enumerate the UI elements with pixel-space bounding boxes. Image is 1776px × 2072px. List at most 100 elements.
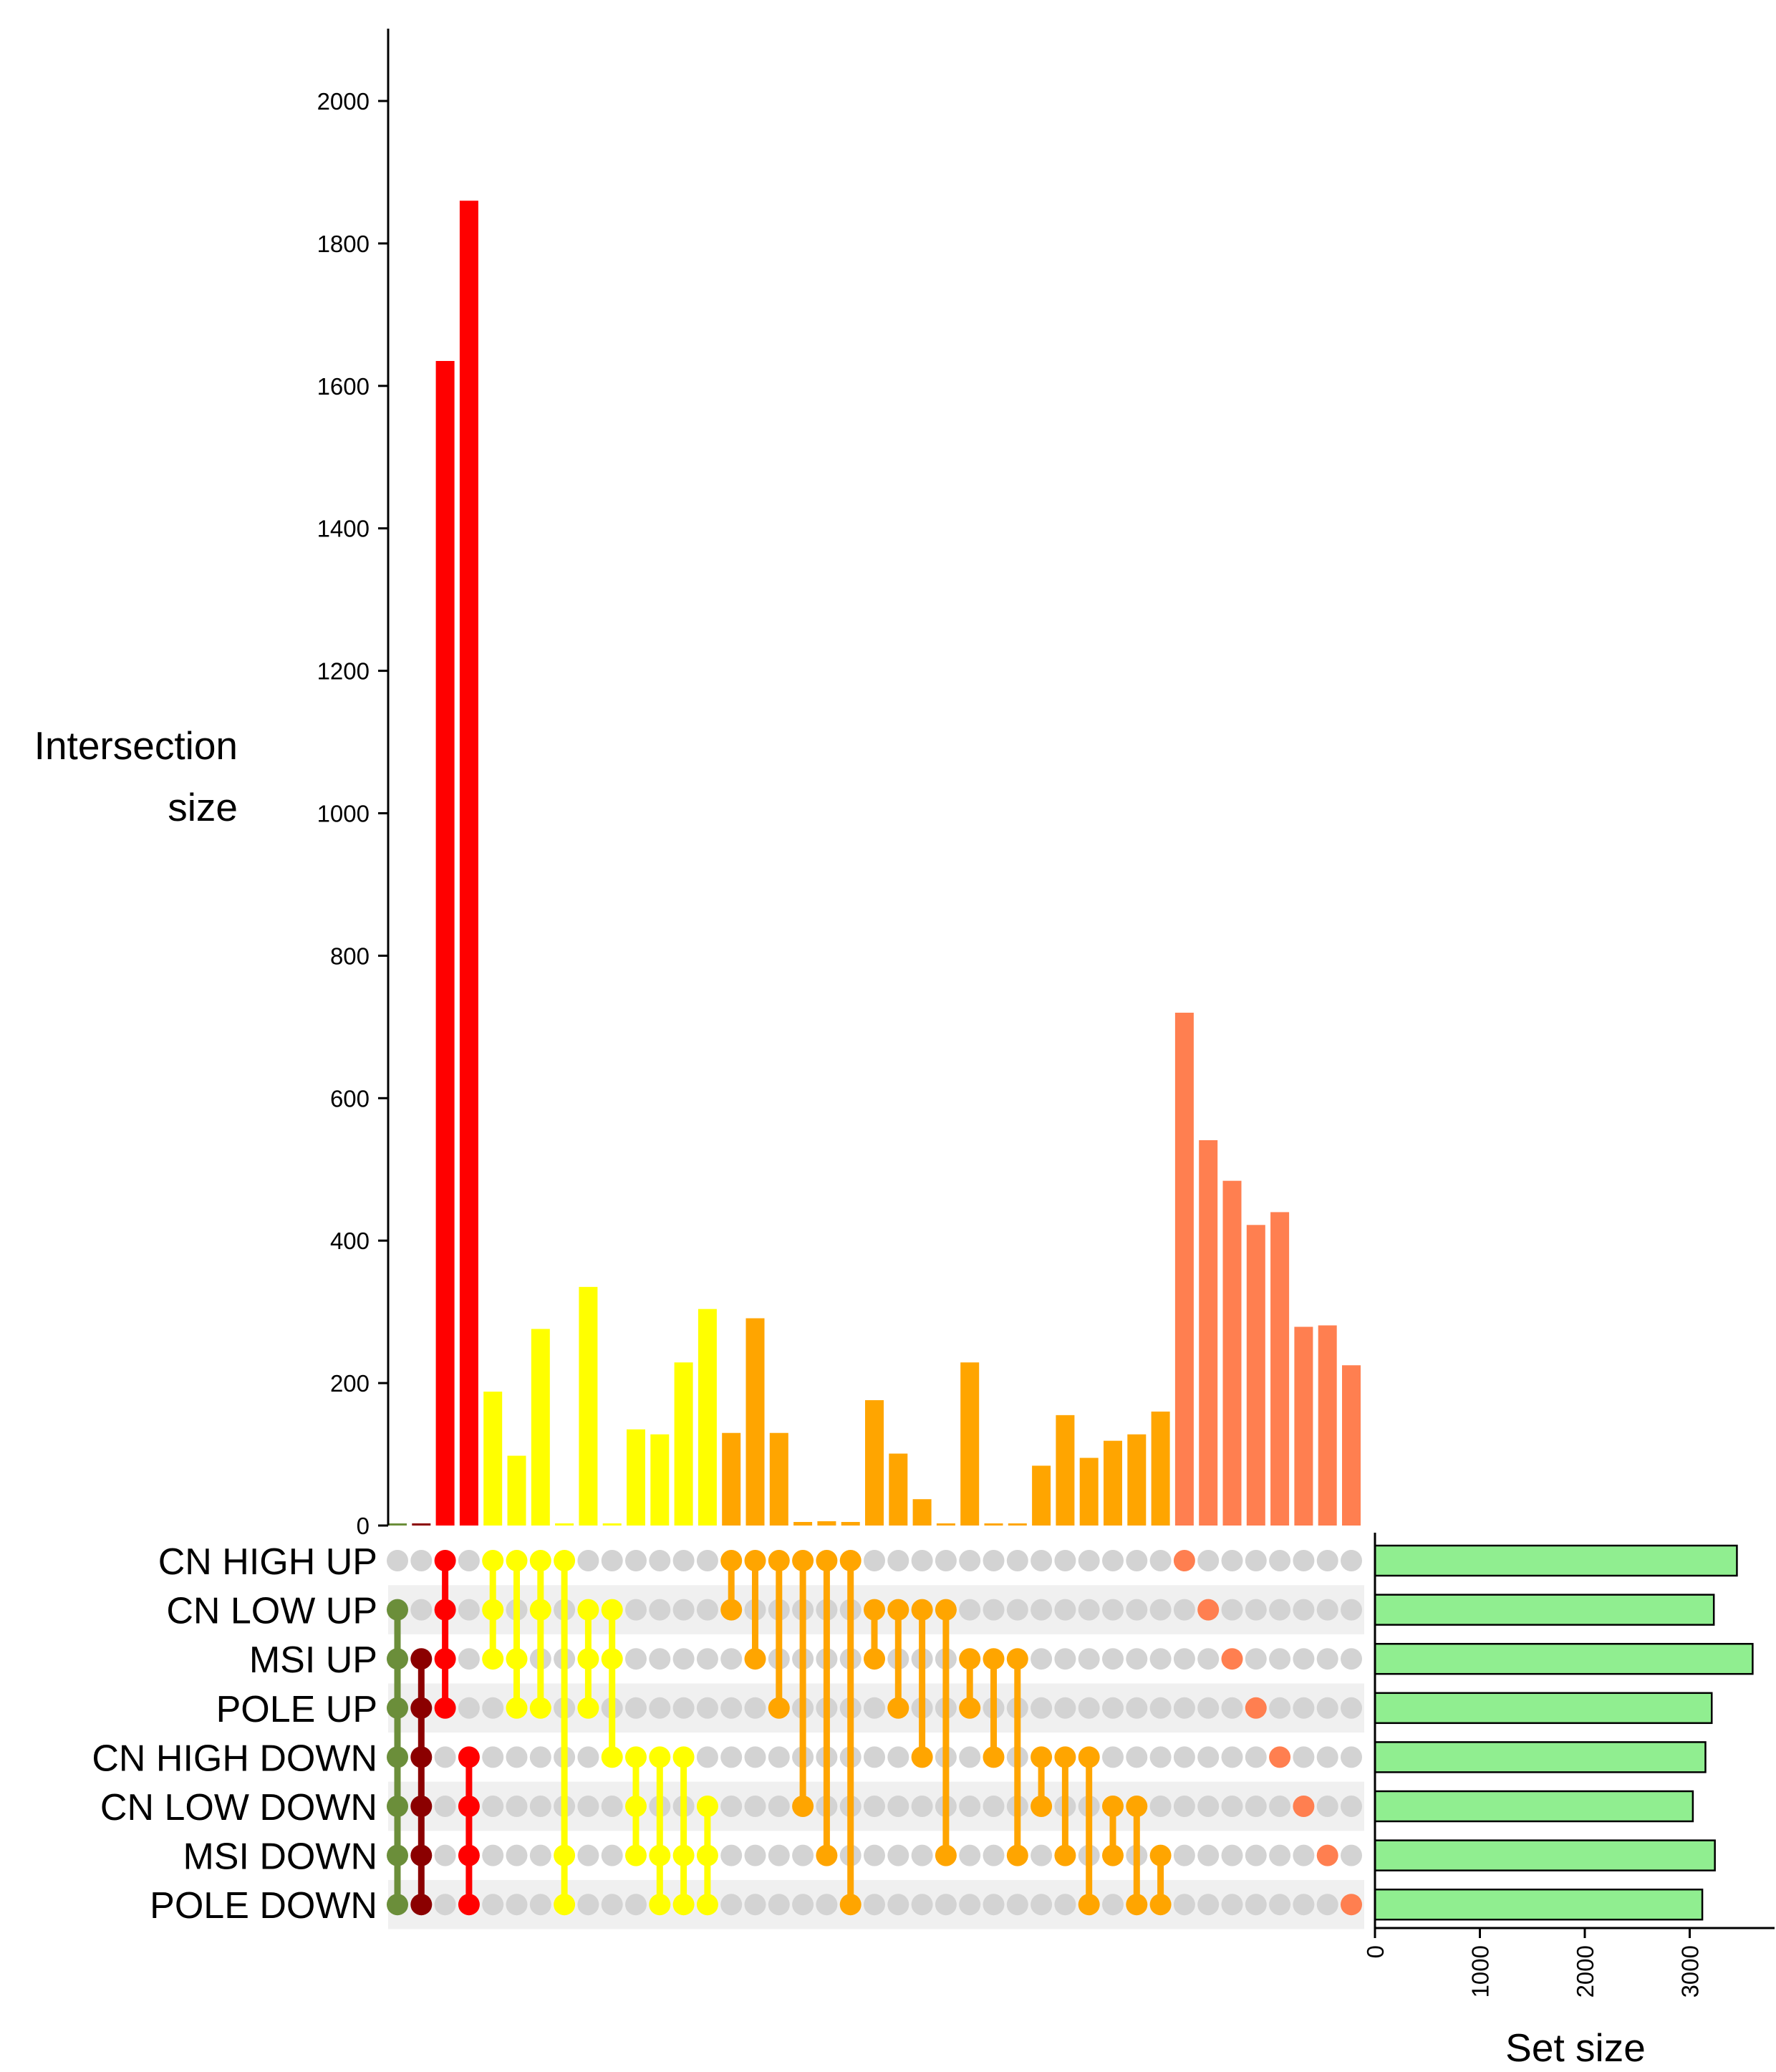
matrix-dot-inactive <box>506 1844 528 1866</box>
matrix-dot-inactive <box>1197 1746 1220 1768</box>
matrix-dot-active <box>458 1746 480 1768</box>
matrix-dot-active <box>887 1697 909 1719</box>
matrix-dot-inactive <box>1102 1550 1124 1571</box>
y-tick-label: 1600 <box>317 373 370 400</box>
matrix-dot-inactive <box>1269 1796 1291 1817</box>
matrix-dot-inactive <box>1316 1894 1338 1916</box>
matrix-dot-inactive <box>983 1894 1005 1916</box>
matrix-dot-inactive <box>1245 1894 1267 1916</box>
set-size-bar <box>1374 1839 1716 1871</box>
matrix-dot-active <box>1197 1599 1220 1621</box>
matrix-dot-inactive <box>1197 1844 1220 1866</box>
matrix-dot-active <box>672 1746 695 1768</box>
matrix-dot-inactive <box>529 1796 551 1817</box>
matrix-dot-active <box>792 1796 814 1817</box>
matrix-dot-inactive <box>1341 1746 1362 1768</box>
intersection-bar <box>912 1499 932 1526</box>
intersection-bar <box>531 1329 550 1526</box>
matrix-dot-active <box>1293 1796 1315 1817</box>
matrix-dot-active <box>649 1746 671 1768</box>
matrix-dot-active <box>482 1550 504 1571</box>
matrix-dot-active <box>387 1648 408 1670</box>
y-tick-label: 200 <box>330 1370 370 1397</box>
matrix-dot-inactive <box>1149 1746 1172 1768</box>
intersection-bar <box>889 1453 908 1526</box>
matrix-dot-inactive <box>887 1796 909 1817</box>
matrix-dot-inactive <box>744 1894 766 1916</box>
matrix-dot-inactive <box>1341 1550 1362 1571</box>
matrix-dot-active <box>720 1550 743 1571</box>
set-size-bar <box>1374 1594 1715 1626</box>
matrix-dot-active <box>768 1550 790 1571</box>
set-label: CN HIGH UP <box>158 1541 377 1583</box>
matrix-dot-inactive <box>1149 1550 1172 1571</box>
matrix-dot-inactive <box>1269 1550 1291 1571</box>
matrix-dot-inactive <box>1102 1599 1124 1621</box>
y-tick-label: 1200 <box>317 658 370 685</box>
matrix-dot-inactive <box>410 1550 433 1571</box>
matrix-dot-active <box>387 1894 408 1916</box>
matrix-dot-active <box>792 1550 814 1571</box>
matrix-dot-inactive <box>1102 1648 1124 1670</box>
y-tick-label: 600 <box>330 1085 370 1112</box>
matrix-dot-active <box>1102 1844 1124 1866</box>
matrix-dot-inactive <box>601 1894 623 1916</box>
matrix-dot-active <box>554 1844 576 1866</box>
intersection-bar <box>388 1523 407 1526</box>
matrix-dot-inactive <box>625 1648 647 1670</box>
matrix-dot-active <box>387 1796 408 1817</box>
y-tick-label: 1000 <box>317 801 370 827</box>
matrix-dot-inactive <box>1221 1844 1243 1866</box>
matrix-dot-inactive <box>911 1844 933 1866</box>
matrix-dot-inactive <box>1173 1746 1195 1768</box>
matrix-dot-inactive <box>1126 1599 1148 1621</box>
intersection-bar <box>1104 1440 1122 1526</box>
intersection-bar <box>865 1399 884 1526</box>
matrix-dot-inactive <box>1293 1550 1315 1571</box>
set-size-bar <box>1374 1544 1738 1577</box>
matrix-dot-inactive <box>387 1550 408 1571</box>
matrix-dot-active <box>1269 1746 1291 1768</box>
matrix-dot-inactive <box>1006 1599 1028 1621</box>
matrix-dot-inactive <box>1054 1550 1076 1571</box>
matrix-dot-active <box>1341 1894 1362 1916</box>
matrix-dot-active <box>959 1648 981 1670</box>
matrix-dot-inactive <box>887 1844 909 1866</box>
matrix-dot-inactive <box>434 1796 456 1817</box>
intersection-bar <box>555 1523 574 1526</box>
matrix-dot-inactive <box>1221 1796 1243 1817</box>
matrix-dot-inactive <box>1269 1648 1291 1670</box>
matrix-dot-inactive <box>1293 1894 1315 1916</box>
matrix-dot-inactive <box>1197 1648 1220 1670</box>
matrix-dot-inactive <box>458 1697 480 1719</box>
matrix-dot-inactive <box>935 1550 957 1571</box>
set-size-bar <box>1374 1888 1704 1921</box>
set-labels: CN HIGH UP CN LOW UP MSI UP POLE UP CN HIGH … <box>92 1541 377 1927</box>
matrix-dot-inactive <box>1316 1796 1338 1817</box>
matrix-dot-inactive <box>1221 1599 1243 1621</box>
matrix-dot-inactive <box>625 1599 647 1621</box>
matrix-dot-inactive <box>959 1796 981 1817</box>
matrix-dot-active <box>911 1746 933 1768</box>
matrix-dot-active <box>959 1697 981 1719</box>
matrix-dot-inactive <box>696 1697 718 1719</box>
matrix-dot-active <box>1126 1894 1148 1916</box>
matrix-dot-inactive <box>864 1697 885 1719</box>
matrix-dot-active <box>387 1746 408 1768</box>
matrix-dot-active <box>887 1599 909 1621</box>
matrix-dot-active <box>434 1550 456 1571</box>
matrix-dot-inactive <box>1269 1844 1291 1866</box>
matrix-dot-inactive <box>625 1550 647 1571</box>
y-tick-label: 1400 <box>317 516 370 542</box>
matrix-dot-inactive <box>506 1796 528 1817</box>
matrix-dot-inactive <box>1126 1550 1148 1571</box>
matrix-dot-inactive <box>1078 1550 1100 1571</box>
matrix-dot-active <box>672 1844 695 1866</box>
set-size-axis: 0 1000 2000 3000 <box>1362 1533 1775 1998</box>
matrix-dot-inactive <box>1293 1844 1315 1866</box>
intersection-bar <box>627 1429 645 1526</box>
intersection-bar <box>435 360 455 1526</box>
matrix-dot-active <box>983 1648 1005 1670</box>
matrix-dot-active <box>387 1599 408 1621</box>
matrix-dot-active <box>1149 1894 1172 1916</box>
